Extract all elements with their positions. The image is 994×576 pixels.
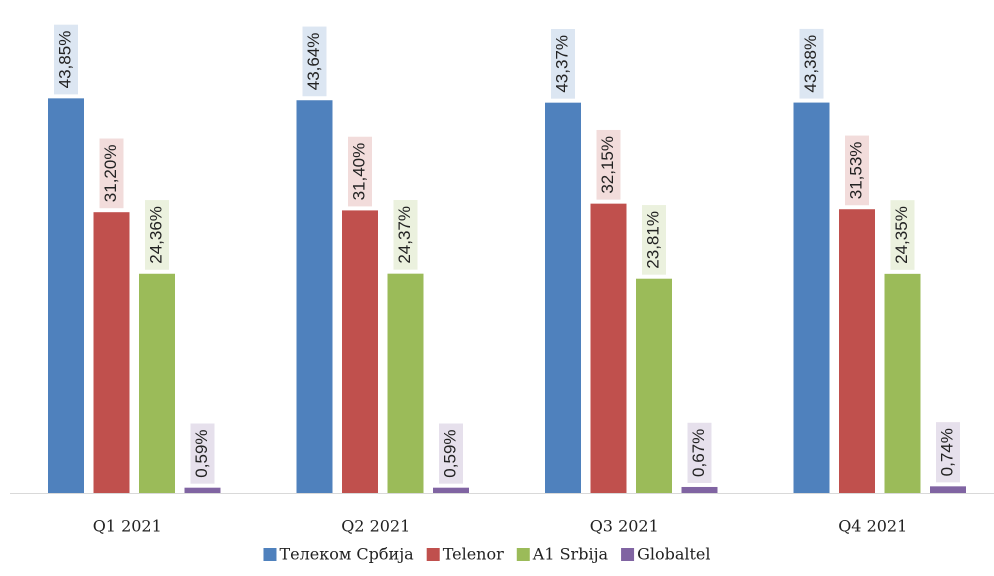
data-label-bg (687, 422, 712, 483)
legend-swatch (621, 548, 635, 561)
data-label: 0,67% (689, 429, 708, 477)
legend-label: Telenor (443, 545, 504, 564)
data-label: 24,35% (892, 206, 911, 264)
data-label-bg (799, 28, 824, 99)
data-label-bg (54, 24, 78, 95)
data-label: 31,20% (101, 145, 120, 203)
bar (139, 273, 175, 493)
bar (48, 98, 84, 493)
legend-label: A1 Srbija (532, 545, 609, 564)
data-label-bg (302, 26, 327, 97)
bar (930, 486, 966, 493)
data-label: 31,40% (349, 143, 368, 201)
data-label-bg (845, 135, 869, 206)
bar (296, 100, 333, 494)
data-label: 43,85% (55, 31, 74, 89)
bar (839, 209, 875, 494)
x-tick-label: Q1 2021 (93, 517, 162, 536)
legend-label: Телеком Србија (279, 545, 414, 564)
data-label: 0,59% (192, 429, 211, 477)
x-tick-label: Q2 2021 (341, 517, 410, 536)
x-tick-label: Q3 2021 (590, 517, 659, 536)
data-label: 43,64% (304, 33, 323, 91)
bar (636, 278, 672, 493)
data-label-bg (596, 129, 621, 200)
legend-swatch (426, 548, 440, 561)
data-label: 31,53% (846, 142, 865, 200)
data-label-bg (642, 205, 666, 275)
data-label-bg (936, 422, 960, 483)
bar (387, 273, 424, 493)
legend-label: Globaltel (637, 545, 710, 564)
bar (884, 273, 921, 493)
data-label: 24,36% (146, 206, 165, 264)
x-tick-label: Q4 2021 (838, 517, 907, 536)
data-label: 43,38% (801, 35, 820, 93)
bar (184, 487, 221, 493)
data-label: 23,81% (643, 211, 662, 269)
data-label-bg (890, 200, 915, 270)
legend-swatch (516, 548, 530, 561)
legend: Телеком Србија Telenor A1 Srbija Globaltel (263, 545, 711, 564)
bar (342, 210, 378, 493)
bar (590, 203, 627, 493)
bar (681, 486, 718, 493)
data-label-bg (439, 423, 463, 484)
data-label: 43,37% (552, 35, 571, 93)
data-label-bg (99, 138, 124, 209)
data-label-bg (145, 200, 169, 270)
data-label-bg (551, 28, 575, 99)
data-label-bg (393, 199, 418, 270)
bar (545, 102, 581, 494)
bar (793, 102, 830, 493)
data-label: 0,74% (937, 428, 956, 476)
bar (93, 212, 130, 493)
data-label: 0,59% (440, 429, 459, 477)
data-label-bg (348, 136, 372, 207)
data-label-bg (190, 423, 215, 484)
legend-swatch (263, 548, 277, 561)
data-label: 24,37% (395, 206, 414, 264)
bar (433, 487, 469, 493)
data-label: 32,15% (598, 136, 617, 194)
